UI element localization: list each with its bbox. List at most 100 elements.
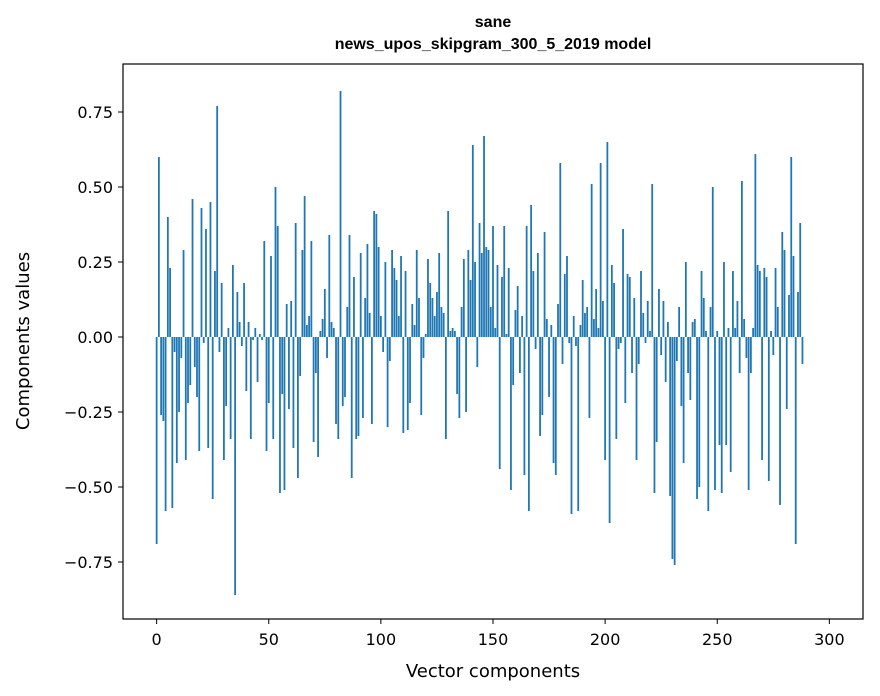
bar-125: [436, 292, 438, 337]
bar-258: [734, 328, 737, 337]
y-tick-label: 0.25: [77, 253, 113, 272]
bar-78: [330, 322, 333, 337]
bar-225: [660, 337, 663, 355]
bar-32: [227, 328, 230, 337]
bar-215: [637, 337, 640, 364]
bar-272: [765, 277, 768, 337]
bar-114: [411, 304, 414, 337]
bar-277: [776, 307, 779, 337]
bar-72: [317, 337, 319, 457]
bar-148: [487, 250, 490, 337]
bar-190: [581, 280, 584, 337]
bar-155: [503, 226, 506, 337]
bar-228: [667, 322, 669, 337]
bar-222: [653, 337, 656, 493]
x-tick-label: 0: [152, 630, 162, 649]
bar-177: [552, 337, 555, 463]
bar-147: [485, 247, 488, 337]
x-tick-label: 150: [478, 630, 509, 649]
bar-90: [357, 337, 360, 436]
bar-164: [523, 337, 526, 475]
bar-151: [494, 328, 497, 337]
x-tick-label: 100: [366, 630, 397, 649]
bar-271: [763, 268, 766, 337]
bar-224: [658, 289, 660, 337]
bar-88: [353, 277, 355, 337]
bar-62: [294, 223, 297, 337]
bar-38: [240, 337, 243, 346]
bar-157: [507, 268, 510, 337]
bar-82: [339, 91, 342, 337]
bar-15: [189, 337, 192, 385]
bar-111: [404, 271, 407, 337]
bar-233: [678, 307, 681, 337]
bar-117: [418, 298, 420, 337]
bar-255: [727, 328, 730, 337]
bar-184: [568, 337, 571, 343]
bar-28: [218, 337, 221, 352]
chart-subtitle: news_upos_skipgram_300_5_2019 model: [334, 36, 652, 53]
bar-8: [173, 337, 176, 352]
bar-121: [427, 259, 429, 337]
bar-221: [651, 184, 654, 337]
bar-252: [720, 337, 723, 493]
bar-284: [792, 256, 795, 337]
bar-239: [691, 322, 694, 337]
bar-170: [536, 253, 539, 337]
bar-95: [368, 313, 371, 337]
bar-209: [624, 337, 627, 403]
bar-172: [541, 337, 544, 415]
bar-105: [391, 250, 393, 337]
bar-187: [575, 337, 577, 346]
bar-110: [402, 337, 405, 433]
bar-65: [301, 250, 304, 337]
bar-77: [328, 235, 331, 337]
bar-83: [341, 337, 344, 406]
bar-230: [671, 337, 674, 559]
bar-267: [754, 154, 757, 337]
bar-20: [200, 208, 203, 337]
bar-67: [305, 325, 308, 337]
bar-274: [770, 331, 772, 337]
bar-59: [288, 337, 290, 409]
bar-146: [483, 136, 485, 337]
bar-21: [202, 337, 205, 343]
bar-185: [570, 337, 573, 514]
bar-266: [752, 328, 755, 337]
bar-139: [467, 250, 470, 337]
bar-130: [447, 211, 450, 337]
x-tick-label: 300: [814, 630, 845, 649]
bar-175: [548, 337, 550, 397]
bar-218: [644, 337, 647, 343]
bar-16: [191, 199, 194, 337]
bar-223: [655, 337, 658, 442]
bar-142: [474, 262, 476, 337]
bar-160: [514, 310, 517, 337]
bar-145: [480, 253, 483, 337]
bar-75: [323, 289, 326, 337]
bar-153: [498, 337, 501, 469]
bar-191: [584, 313, 586, 337]
bar-123: [431, 298, 434, 337]
bar-81: [337, 337, 340, 439]
y-axis: −0.75 −0.50 −0.25 0.00 0.25 0.50 0.75: [64, 103, 123, 572]
bar-132: [451, 328, 454, 337]
y-tick-label: −0.75: [64, 553, 113, 572]
bar-261: [741, 181, 743, 337]
bar-58: [285, 304, 288, 337]
bar-17: [193, 337, 196, 367]
x-tick-label: 250: [702, 630, 733, 649]
bar-86: [348, 235, 351, 337]
bar-11: [180, 337, 183, 358]
bar-152: [496, 265, 499, 337]
bar-27: [216, 106, 219, 337]
bar-80: [335, 337, 337, 424]
bar-219: [646, 301, 649, 337]
bar-268: [756, 265, 759, 337]
bar-178: [554, 337, 557, 475]
bar-206: [617, 337, 620, 349]
bar-232: [675, 337, 678, 361]
bar-269: [758, 271, 761, 337]
chart-title: sane: [474, 14, 512, 31]
